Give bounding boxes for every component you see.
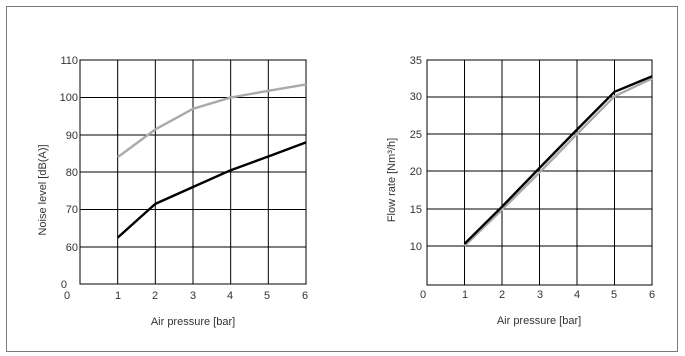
flow-y-tick-0: 0 bbox=[420, 289, 426, 301]
figure-frame bbox=[6, 6, 678, 352]
noise-y-tick-0: 0 bbox=[61, 279, 67, 291]
noise-x-tick-1: 1 bbox=[115, 290, 121, 302]
flow-y-tick-15: 15 bbox=[410, 204, 422, 216]
noise-x-axis-label: Air pressure [bar] bbox=[151, 316, 235, 328]
noise-y-tick-110: 110 bbox=[60, 55, 78, 67]
flow-chart-series bbox=[463, 75, 653, 247]
flow-x-axis-label: Air pressure [bar] bbox=[497, 315, 581, 327]
flow-y-tick-10: 10 bbox=[410, 241, 422, 253]
noise-chart-series bbox=[116, 83, 307, 239]
noise-level-chart: 0 60 70 80 90 100 110 0 1 2 3 4 5 6 Air … bbox=[37, 55, 308, 328]
flow-y-axis-label: Flow rate [Nm³/h] bbox=[386, 138, 398, 222]
flow-y-tick-20: 20 bbox=[410, 166, 422, 178]
noise-y-tick-70: 70 bbox=[66, 204, 78, 216]
flow-x-tick-1: 1 bbox=[462, 289, 468, 301]
flow-x-tick-6: 6 bbox=[649, 289, 655, 301]
flow-x-tick-3: 3 bbox=[537, 289, 543, 301]
noise-chart-plot-area bbox=[79, 59, 307, 285]
noise-chart-grid bbox=[80, 60, 306, 284]
flow-y-tick-30: 30 bbox=[410, 91, 422, 103]
flow-y-tick-35: 35 bbox=[410, 55, 422, 67]
flow-x-tick-4: 4 bbox=[574, 289, 580, 301]
flow-series-1-line bbox=[463, 75, 653, 245]
flow-chart-plot-area bbox=[426, 59, 653, 286]
noise-y-axis-label: Noise level [dB(A)] bbox=[37, 144, 49, 235]
noise-x-tick-5: 5 bbox=[264, 290, 270, 302]
flow-x-tick-5: 5 bbox=[611, 289, 617, 301]
flow-series-0-line bbox=[463, 77, 653, 247]
noise-series-1-line bbox=[116, 141, 307, 239]
noise-y-tick-60: 60 bbox=[66, 242, 78, 254]
noise-x-tick-3: 3 bbox=[190, 290, 196, 302]
noise-x-tick-6: 6 bbox=[302, 290, 308, 302]
noise-x-tick-4: 4 bbox=[227, 290, 233, 302]
noise-x-tick-2: 2 bbox=[152, 290, 158, 302]
flow-x-tick-2: 2 bbox=[499, 289, 505, 301]
noise-x-tick-0: 0 bbox=[64, 290, 70, 302]
noise-y-tick-80: 80 bbox=[66, 167, 78, 179]
flow-y-tick-25: 25 bbox=[410, 129, 422, 141]
noise-series-0-line bbox=[116, 83, 307, 159]
noise-y-tick-90: 90 bbox=[66, 130, 78, 142]
noise-y-tick-100: 100 bbox=[60, 92, 78, 104]
flow-rate-chart: 0 10 15 20 25 30 35 1 2 3 4 5 6 Air pres… bbox=[386, 55, 655, 327]
